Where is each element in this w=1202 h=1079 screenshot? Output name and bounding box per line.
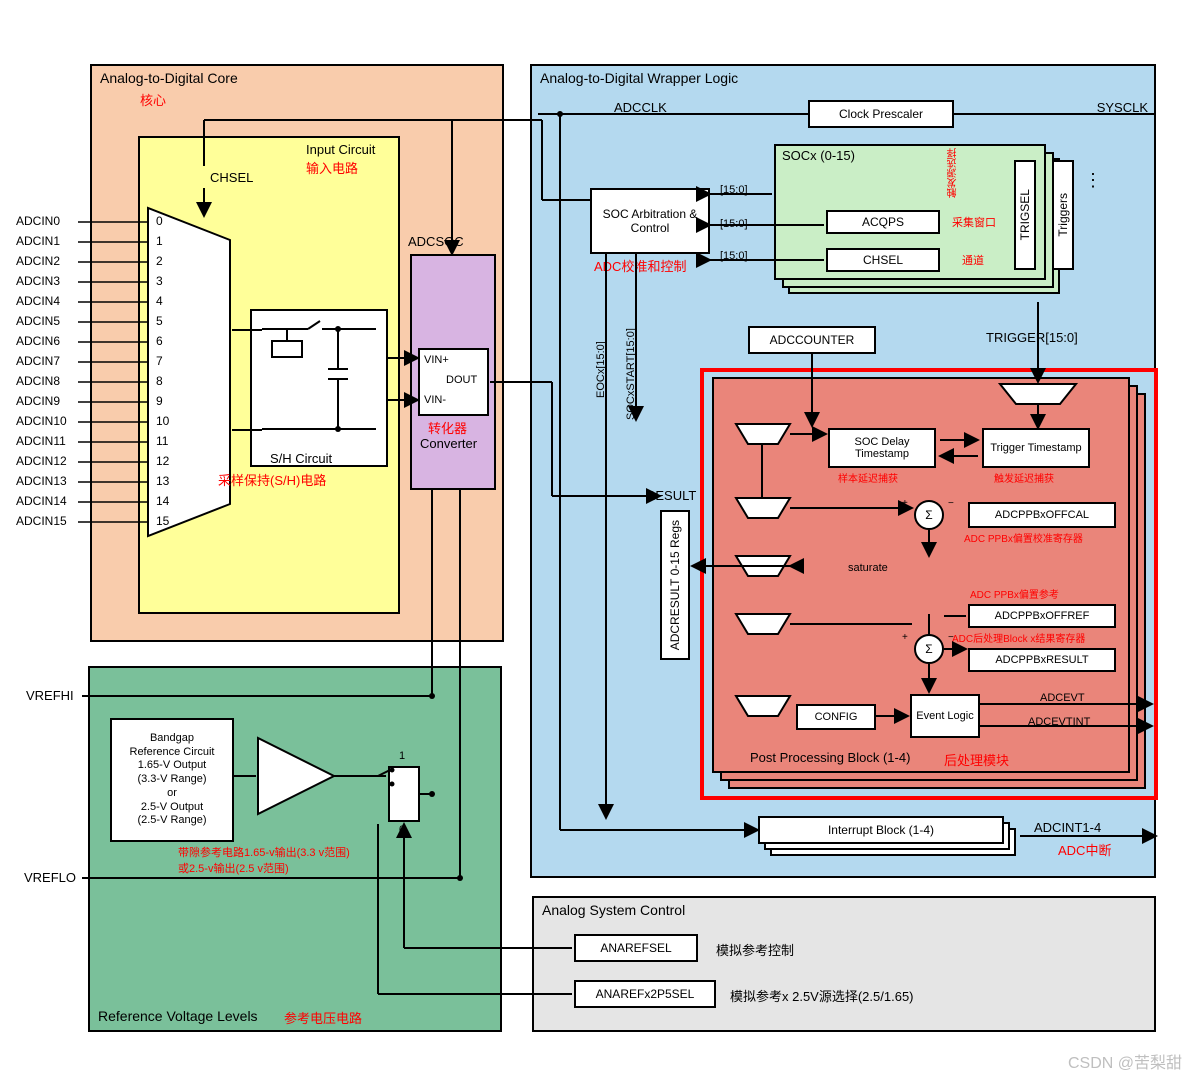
diagram-root: Analog-to-Digital Core 核心 Input Circuit …	[0, 0, 1202, 1079]
watermark: CSDN @苦梨甜	[1068, 1049, 1182, 1073]
wires	[0, 0, 1202, 1079]
